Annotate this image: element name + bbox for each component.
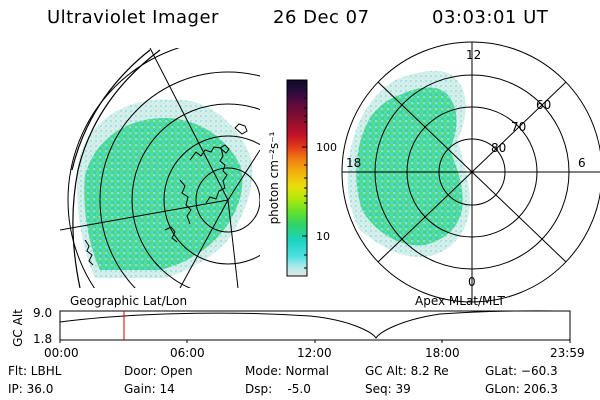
x-tick-1200: 12:00 bbox=[297, 346, 332, 360]
mlat-label-60: 60 bbox=[536, 98, 552, 112]
colorbar-tick-100: 100 bbox=[316, 141, 337, 154]
colorbar-unit-label: photon cm⁻²s⁻¹ bbox=[267, 131, 281, 225]
apex-caption: Apex MLat/MLT bbox=[415, 294, 505, 308]
gc-alt-ylabel: GC Alt bbox=[11, 309, 25, 347]
time-label: 03:03:01 UT bbox=[432, 7, 549, 28]
seq-readout: Seq: 39 bbox=[365, 382, 411, 396]
x-tick-1800: 18:00 bbox=[425, 346, 460, 360]
mlat-label-70: 70 bbox=[511, 120, 527, 134]
mode-readout: Mode: Normal bbox=[245, 364, 329, 378]
ip-readout: IP: 36.0 bbox=[8, 382, 54, 396]
mlt-label-18: 18 bbox=[346, 156, 362, 170]
glon-readout: GLon: 206.3 bbox=[485, 382, 558, 396]
mlat-mlt-dial bbox=[341, 41, 600, 303]
mlt-label-6: 6 bbox=[578, 156, 586, 170]
gc-alt-readout: GC Alt: 8.2 Re bbox=[365, 364, 449, 378]
geographic-map bbox=[60, 48, 260, 288]
geographic-caption: Geographic Lat/Lon bbox=[70, 294, 188, 308]
x-tick-2359: 23:59 bbox=[550, 346, 585, 360]
mlt-label-0: 0 bbox=[468, 275, 476, 289]
filter-readout: Flt: LBHL bbox=[8, 364, 62, 378]
x-tick-0000: 00:00 bbox=[44, 346, 79, 360]
instrument-title: Ultraviolet Imager bbox=[47, 7, 219, 28]
glat-readout: GLat: −60.3 bbox=[485, 364, 558, 378]
mlat-label-80: 80 bbox=[491, 141, 507, 155]
colorbar-tick-10: 10 bbox=[316, 230, 330, 243]
gc-alt-ytick-1-8: 1.8 bbox=[33, 332, 53, 346]
gain-readout: Gain: 14 bbox=[124, 382, 175, 396]
date-label: 26 Dec 07 bbox=[273, 7, 370, 28]
door-readout: Door: Open bbox=[124, 364, 193, 378]
x-tick-0600: 06:00 bbox=[170, 346, 205, 360]
mlt-label-12: 12 bbox=[466, 48, 482, 62]
dsp-readout: Dsp: -5.0 bbox=[245, 382, 311, 396]
gc-alt-plot bbox=[59, 310, 571, 343]
intensity-colorbar bbox=[286, 79, 308, 277]
gc-alt-ytick-9: 9.0 bbox=[33, 306, 53, 320]
